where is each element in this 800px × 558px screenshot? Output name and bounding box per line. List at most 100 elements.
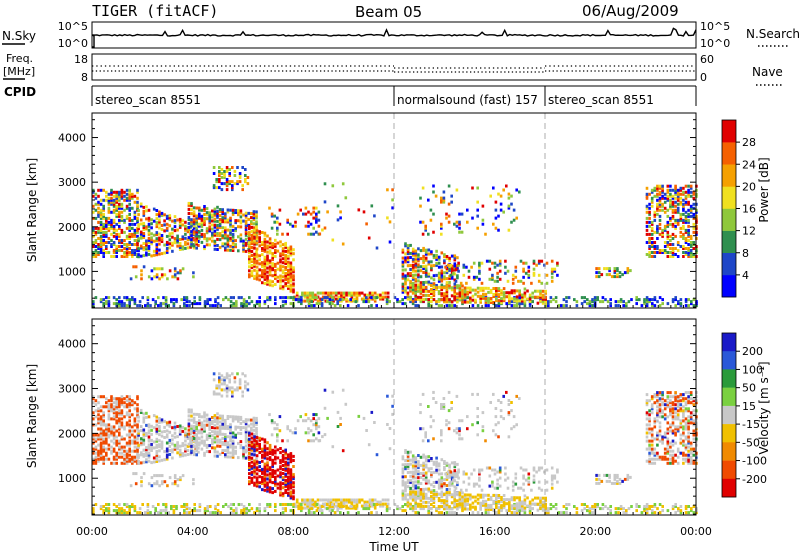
power-cell	[292, 296, 295, 299]
velocity-cell	[258, 465, 261, 468]
power-cell	[143, 242, 146, 245]
velocity-cell	[256, 442, 259, 445]
power-cell	[516, 302, 519, 305]
velocity-cell	[193, 425, 196, 428]
colorbar-segment	[722, 120, 736, 142]
power-cell	[228, 180, 231, 183]
power-cell	[148, 253, 151, 256]
velocity-cell	[182, 442, 185, 445]
power-cell	[176, 235, 179, 238]
velocity-cell	[309, 499, 312, 502]
velocity-cell	[147, 503, 150, 506]
velocity-cell	[583, 507, 586, 510]
velocity-cell	[110, 403, 113, 406]
velocity-cell	[156, 480, 159, 483]
power-cell	[661, 195, 664, 198]
velocity-cell	[100, 428, 103, 431]
velocity-cell	[128, 413, 131, 416]
power-cell	[198, 207, 201, 210]
power-cell	[420, 275, 423, 278]
velocity-cell	[347, 511, 350, 514]
power-cell	[654, 219, 657, 222]
power-cell	[308, 302, 311, 305]
velocity-cell	[307, 427, 310, 430]
power-cell	[121, 249, 124, 252]
power-cell	[245, 300, 248, 303]
velocity-cell	[296, 499, 299, 502]
power-cell	[407, 278, 410, 281]
power-cell	[240, 238, 243, 241]
velocity-cell	[145, 432, 148, 435]
velocity-cell	[126, 411, 129, 414]
velocity-cell	[188, 443, 191, 446]
power-cell	[476, 215, 479, 218]
power-cell	[388, 300, 391, 303]
velocity-cell	[315, 419, 318, 422]
power-cell	[244, 168, 247, 171]
power-cell	[651, 221, 654, 224]
power-cell	[97, 251, 100, 254]
power-cell	[435, 262, 438, 265]
power-cell	[500, 195, 503, 198]
velocity-cell	[153, 446, 156, 449]
power-cell	[153, 254, 156, 257]
velocity-cell	[110, 450, 113, 453]
velocity-cell	[648, 505, 651, 508]
power-cell	[312, 211, 315, 214]
power-cell	[312, 217, 315, 220]
power-cell	[404, 274, 407, 277]
velocity-cell	[118, 452, 121, 455]
power-cell	[232, 296, 235, 299]
power-cell	[511, 289, 514, 292]
power-cell	[430, 250, 433, 253]
velocity-cell	[299, 415, 302, 418]
power-cell	[240, 296, 243, 299]
velocity-cell	[188, 408, 191, 411]
velocity-cell	[204, 507, 207, 510]
colorbar-tick-label: 4	[742, 269, 749, 282]
power-cell	[169, 238, 172, 241]
velocity-cell	[102, 419, 105, 422]
velocity-cell	[292, 495, 295, 498]
velocity-cell	[284, 507, 287, 510]
power-cell	[651, 251, 654, 254]
power-cell	[656, 237, 659, 240]
power-cell	[484, 233, 487, 236]
power-cell	[693, 223, 696, 226]
power-cell	[654, 296, 657, 299]
power-cell	[134, 211, 137, 214]
velocity-cell	[404, 475, 407, 478]
power-cell	[150, 236, 153, 239]
power-cell	[496, 264, 499, 267]
power-cell	[140, 273, 143, 276]
power-cell	[219, 232, 222, 235]
power-cell	[97, 211, 100, 214]
power-cell	[428, 273, 431, 276]
velocity-cell	[412, 454, 415, 457]
power-cell	[105, 199, 108, 202]
velocity-cell	[97, 407, 100, 410]
power-cell	[295, 298, 298, 301]
power-cell	[239, 180, 242, 183]
power-cell	[533, 272, 536, 275]
velocity-cell	[161, 418, 164, 421]
power-cell	[525, 262, 528, 265]
power-cell	[234, 239, 237, 242]
velocity-cell	[244, 384, 247, 387]
power-cell	[643, 298, 646, 301]
velocity-cell	[171, 442, 174, 445]
power-cell	[163, 244, 166, 247]
power-cell	[174, 215, 177, 218]
power-cell	[659, 249, 662, 252]
power-cell	[456, 189, 459, 192]
power-cell	[256, 229, 259, 232]
colorbar-tick-label: 20	[742, 180, 756, 193]
power-cell	[677, 255, 680, 258]
power-cell	[656, 245, 659, 248]
power-cell	[145, 240, 148, 243]
velocity-cell	[256, 466, 259, 469]
power-cell	[179, 218, 182, 221]
noise-right-tick-bottom: 10^0	[700, 37, 730, 50]
velocity-cell	[110, 417, 113, 420]
velocity-cell	[273, 427, 276, 430]
